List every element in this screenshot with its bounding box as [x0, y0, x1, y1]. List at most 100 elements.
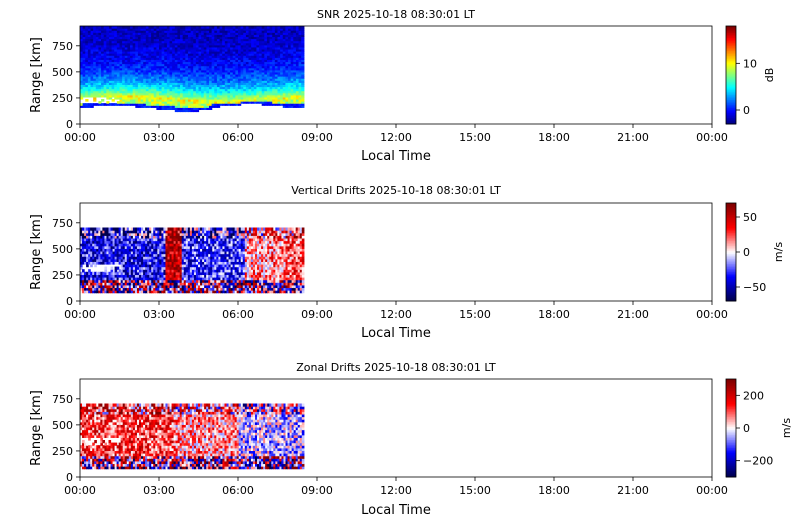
heatmap-cell: [182, 107, 186, 111]
heatmap-cell: [130, 277, 134, 281]
heatmap-cell: [272, 51, 276, 54]
heatmap-cell: [251, 84, 255, 88]
heatmap-cell: [179, 245, 183, 249]
heatmap-cell: [124, 46, 128, 50]
heatmap-cell: [108, 67, 113, 71]
heatmap-cell: [224, 78, 229, 81]
colorbar-segment: [726, 52, 736, 55]
heatmap-cell: [164, 80, 168, 83]
heatmap-cell: [185, 88, 189, 92]
heatmap-cell: [272, 63, 276, 67]
heatmap-cell: [151, 67, 155, 71]
heatmap-cell: [106, 227, 110, 231]
heatmap-cell: [227, 71, 231, 75]
heatmap-cell: [256, 59, 260, 63]
heatmap-cell: [235, 51, 239, 54]
heatmap-cell: [111, 92, 115, 96]
heatmap-cell: [82, 80, 86, 83]
heatmap-cell: [245, 69, 250, 73]
heatmap-cell: [256, 48, 260, 52]
heatmap-cell: [200, 287, 203, 291]
heatmap-cell: [108, 290, 112, 294]
heatmap-cell: [235, 36, 239, 40]
heatmap-cell: [206, 34, 210, 38]
heatmap-cell: [261, 67, 265, 71]
heatmap-cell: [169, 279, 173, 283]
heatmap-cell: [232, 98, 236, 102]
heatmap-cell: [232, 96, 236, 100]
heatmap-cell: [230, 61, 234, 65]
heatmap-cell: [182, 88, 186, 92]
heatmap-cell: [100, 237, 103, 242]
heatmap-cell: [114, 86, 118, 90]
heatmap-cell: [101, 57, 105, 60]
heatmap-cell: [126, 266, 130, 270]
heatmap-cell: [280, 32, 284, 35]
heatmap-cell: [82, 34, 86, 38]
heatmap-cell: [172, 80, 176, 83]
heatmap-cell: [153, 235, 156, 239]
heatmap-cell: [202, 230, 205, 234]
heatmap-cell: [111, 84, 115, 88]
heatmap-cell: [277, 82, 281, 85]
heatmap-cell: [206, 235, 209, 239]
heatmap-cell: [159, 28, 163, 31]
heatmap-cell: [80, 282, 83, 286]
heatmap-cell: [90, 232, 93, 236]
heatmap-cell: [122, 261, 126, 265]
heatmap-cell: [169, 65, 173, 69]
heatmap-cell: [256, 44, 260, 48]
colorbar-segment: [726, 107, 736, 110]
heatmap-cell: [163, 245, 167, 249]
heatmap-cell: [288, 53, 292, 56]
heatmap-cell: [159, 261, 162, 265]
heatmap-cell: [210, 250, 213, 255]
heatmap-cell: [224, 73, 229, 77]
heatmap-cell: [203, 59, 207, 63]
heatmap-cell: [214, 34, 218, 38]
heatmap-cell: [165, 287, 169, 291]
heatmap-cell: [227, 32, 231, 35]
heatmap-cell: [180, 109, 184, 113]
heatmap-cell: [187, 243, 191, 247]
heatmap-cell: [124, 92, 128, 96]
heatmap-cell: [202, 258, 205, 262]
heatmap-cell: [259, 86, 263, 90]
heatmap-cell: [182, 101, 186, 104]
heatmap-cell: [288, 103, 292, 106]
heatmap-cell: [274, 28, 279, 31]
heatmap-cell: [177, 26, 181, 29]
heatmap-cell: [124, 240, 128, 244]
heatmap-cell: [212, 245, 215, 249]
heatmap-cell: [90, 57, 94, 60]
heatmap-cell: [201, 46, 205, 50]
heatmap-cell: [251, 40, 255, 44]
heatmap-cell: [172, 46, 176, 50]
heatmap-cell: [114, 96, 118, 100]
heatmap-cell: [191, 245, 195, 249]
heatmap-cell: [288, 30, 292, 33]
heatmap-cell: [232, 78, 236, 81]
heatmap-cell: [111, 42, 115, 46]
heatmap-cell: [161, 36, 165, 40]
heatmap-cell: [127, 88, 131, 92]
heatmap-cell: [204, 282, 207, 286]
heatmap-cell: [224, 69, 229, 73]
heatmap-cell: [147, 256, 150, 260]
heatmap-cell: [201, 73, 205, 77]
heatmap-cell: [206, 67, 210, 71]
heatmap-cell: [206, 277, 209, 281]
heatmap-cell: [169, 284, 173, 289]
heatmap-cell: [159, 103, 163, 106]
heatmap-cell: [240, 65, 244, 69]
heatmap-cell: [253, 34, 258, 38]
heatmap-cell: [285, 65, 289, 69]
heatmap-cell: [124, 61, 128, 65]
heatmap-cell: [114, 90, 118, 94]
heatmap-cell: [119, 26, 123, 29]
heatmap-cell: [185, 32, 189, 35]
heatmap-cell: [143, 28, 147, 31]
heatmap-cell: [114, 53, 118, 56]
heatmap-cell: [198, 258, 201, 262]
heatmap-cell: [222, 30, 226, 33]
